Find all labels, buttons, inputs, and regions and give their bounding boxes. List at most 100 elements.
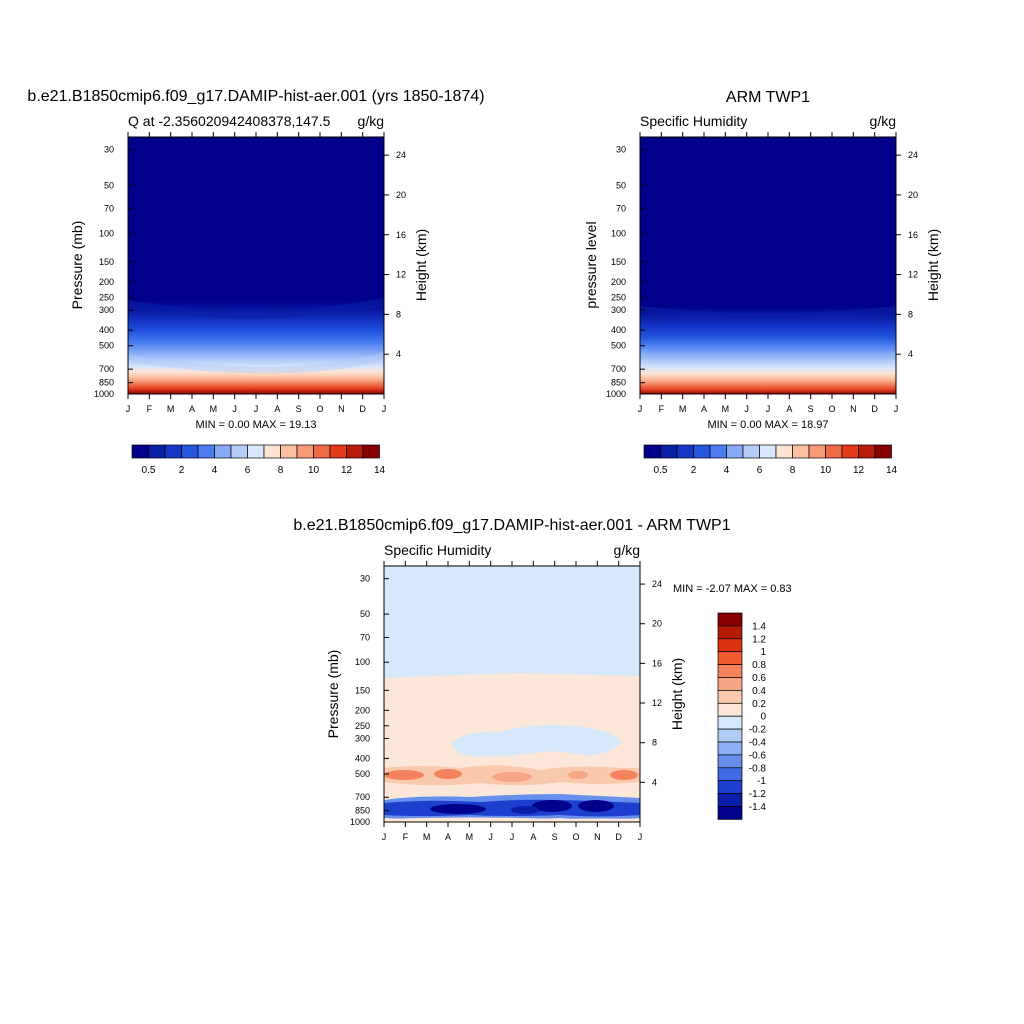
- colorbar-label: 1.2: [752, 634, 766, 645]
- colorbar-box: [717, 638, 743, 653]
- month-tick-label: M: [679, 404, 687, 414]
- colorbar-box: [742, 444, 760, 459]
- colorbar-box: [759, 444, 777, 459]
- panel2-ylabel-right: Height (km): [925, 229, 941, 301]
- colorbar-box: [181, 444, 199, 459]
- height-tick-label: 16: [652, 658, 662, 668]
- month-tick-label: O: [316, 404, 323, 414]
- colorbar-box: [693, 444, 711, 459]
- colorbar-box: [808, 444, 826, 459]
- colorbar-box: [329, 444, 347, 459]
- panel2-colorbar: 0.5 2 4 6 8 10 12 14: [643, 444, 898, 476]
- pressure-tick-label: 100: [611, 229, 626, 239]
- pressure-tick-label: 1000: [350, 817, 370, 827]
- month-tick-label: M: [167, 404, 175, 414]
- height-tick-label: 24: [652, 579, 662, 589]
- month-tick-label: F: [147, 404, 153, 414]
- panel2-left-string: Specific Humidity: [640, 113, 747, 129]
- month-tick-label: F: [659, 404, 665, 414]
- panel2-height-axis: 24 20 16 12 8 4: [896, 150, 918, 359]
- month-tick-label: O: [828, 404, 835, 414]
- pressure-tick-label: 200: [611, 277, 626, 287]
- month-tick-label: J: [766, 404, 771, 414]
- month-tick-label: M: [722, 404, 730, 414]
- height-tick-label: 8: [652, 738, 657, 748]
- panel3-ylabel-right: Height (km): [669, 658, 685, 730]
- pressure-tick-label: 500: [611, 341, 626, 351]
- colorbar-box: [296, 444, 314, 459]
- colorbar-box: [717, 780, 743, 794]
- panel-model-q: b.e21.B1850cmip6.f09_g17.DAMIP-hist-aer.…: [27, 88, 484, 476]
- colorbar-box: [874, 444, 892, 459]
- height-tick-label: 20: [652, 619, 662, 629]
- height-tick-label: 12: [652, 698, 662, 708]
- colorbar-box: [660, 444, 678, 459]
- month-tick-label: A: [445, 832, 451, 842]
- month-tick-label: J: [638, 832, 643, 842]
- height-tick-label: 12: [396, 270, 406, 280]
- pressure-tick-label: 850: [611, 378, 626, 388]
- month-tick-label: J: [382, 832, 387, 842]
- panel3-ylabel: Pressure (mb): [325, 650, 341, 739]
- colorbar-label: 8: [278, 465, 284, 476]
- pressure-tick-label: 1000: [606, 389, 626, 399]
- colorbar-label: 2: [691, 465, 697, 476]
- pressure-tick-label: 70: [360, 632, 370, 642]
- panel1-contour-field: [128, 137, 384, 394]
- month-tick-label: D: [359, 404, 366, 414]
- pressure-tick-label: 70: [104, 204, 114, 214]
- pressure-tick-label: 150: [355, 685, 370, 695]
- colorbar-label: 10: [308, 465, 320, 476]
- panel1-colorbar: 0.5 2 4 6 8 10 12 14: [131, 444, 386, 476]
- height-tick-label: 4: [908, 349, 913, 359]
- colorbar-label: 2: [179, 465, 185, 476]
- month-tick-label: S: [552, 832, 558, 842]
- colorbar-box: [247, 444, 265, 459]
- month-tick-label: J: [488, 832, 493, 842]
- month-tick-label: A: [701, 404, 707, 414]
- height-tick-label: 16: [908, 230, 918, 240]
- height-tick-label: 12: [908, 270, 918, 280]
- month-tick-label: M: [466, 832, 474, 842]
- colorbar-label: 14: [886, 465, 898, 476]
- colorbar-box: [313, 444, 331, 459]
- colorbar-box: [131, 444, 149, 459]
- height-tick-label: 24: [908, 150, 918, 160]
- panel3-colorbar: 1.4 1.2 1 0.8 0.6 0.4 0.2 0 -0.2 -0.4-0.6 -0.8 -1 -1…: [717, 612, 767, 820]
- pressure-tick-label: 250: [99, 292, 114, 302]
- month-tick-label: F: [403, 832, 409, 842]
- colorbar-box: [717, 677, 743, 691]
- colorbar-label: 12: [341, 465, 353, 476]
- height-tick-label: 4: [396, 349, 401, 359]
- colorbar-box: [717, 741, 743, 756]
- month-tick-label: J: [232, 404, 237, 414]
- colorbar-label: 14: [374, 465, 386, 476]
- colorbar-box: [362, 444, 380, 459]
- panel3-units: g/kg: [614, 542, 640, 558]
- colorbar-box: [263, 444, 281, 459]
- colorbar-label: -1.4: [749, 802, 767, 813]
- pressure-tick-label: 50: [616, 180, 626, 190]
- pressure-tick-label: 50: [104, 180, 114, 190]
- colorbar-label: 1.4: [752, 621, 766, 632]
- colorbar-box: [148, 444, 166, 459]
- pressure-tick-label: 850: [355, 806, 370, 816]
- colorbar-box: [726, 444, 744, 459]
- panel2-ylabel: pressure level: [583, 221, 599, 308]
- pressure-tick-label: 850: [99, 378, 114, 388]
- pressure-tick-label: 30: [360, 574, 370, 584]
- month-tick-label: N: [338, 404, 345, 414]
- panel3-height-axis: 24 20 16 12 8 4: [640, 579, 662, 787]
- height-tick-label: 20: [396, 190, 406, 200]
- panel3-contour-field: [384, 566, 640, 822]
- month-tick-label: S: [296, 404, 302, 414]
- pressure-tick-label: 700: [355, 792, 370, 802]
- colorbar-box: [792, 444, 810, 459]
- height-tick-label: 8: [908, 309, 913, 319]
- pressure-tick-label: 300: [355, 733, 370, 743]
- pressure-tick-label: 30: [104, 145, 114, 155]
- colorbar-label: 0.4: [752, 686, 766, 697]
